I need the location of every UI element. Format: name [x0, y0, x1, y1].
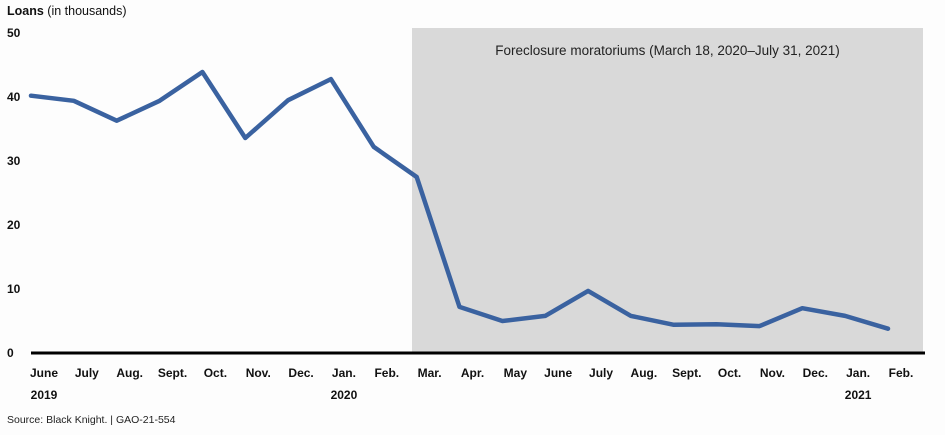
- x-tick-label: Oct.: [203, 366, 228, 380]
- x-year-label: 2021: [844, 388, 872, 402]
- x-tick-label: June: [544, 366, 573, 380]
- x-tick-label: Sept.: [672, 366, 702, 380]
- x-tick-label: Oct.: [717, 366, 742, 380]
- x-tick-label: July: [589, 366, 614, 380]
- y-tick-label: 30: [7, 154, 21, 168]
- x-tick-label: Dec.: [802, 366, 828, 380]
- x-tick-label: Feb.: [374, 366, 400, 380]
- x-tick-label: Sept.: [157, 366, 188, 380]
- x-tick-label: June: [29, 366, 59, 380]
- x-tick-label: Dec.: [288, 366, 314, 380]
- y-tick-label: 50: [7, 26, 21, 40]
- x-tick-label: Apr.: [460, 366, 485, 380]
- x-year-label: 2019: [30, 388, 58, 402]
- y-tick-label: 10: [7, 282, 21, 296]
- x-year-label: 2020: [330, 388, 358, 402]
- x-tick-label: May: [503, 366, 528, 380]
- y-tick-label: 20: [7, 218, 21, 232]
- y-tick-label: 40: [7, 90, 21, 104]
- x-tick-label: Nov.: [245, 366, 271, 380]
- x-tick-label: Jan.: [331, 366, 356, 380]
- x-tick-label: Aug.: [630, 366, 658, 380]
- x-tick-label: Feb.: [888, 366, 914, 380]
- x-tick-label: Jan.: [846, 366, 871, 380]
- moratorium-shaded-region: [412, 28, 923, 353]
- x-tick-label: Nov.: [759, 366, 785, 380]
- x-tick-label: July: [74, 366, 99, 380]
- x-tick-label: Mar.: [417, 366, 442, 380]
- series-line-loans: [28, 69, 891, 331]
- y-tick-label: 0: [7, 346, 14, 360]
- source-note: Source: Black Knight. | GAO-21-554: [7, 414, 176, 426]
- x-tick-label: Aug.: [116, 366, 144, 380]
- y-axis-title: Loans (in thousands): [7, 4, 127, 18]
- moratorium-label: Foreclosure moratoriums (March 18, 2020–…: [495, 43, 840, 58]
